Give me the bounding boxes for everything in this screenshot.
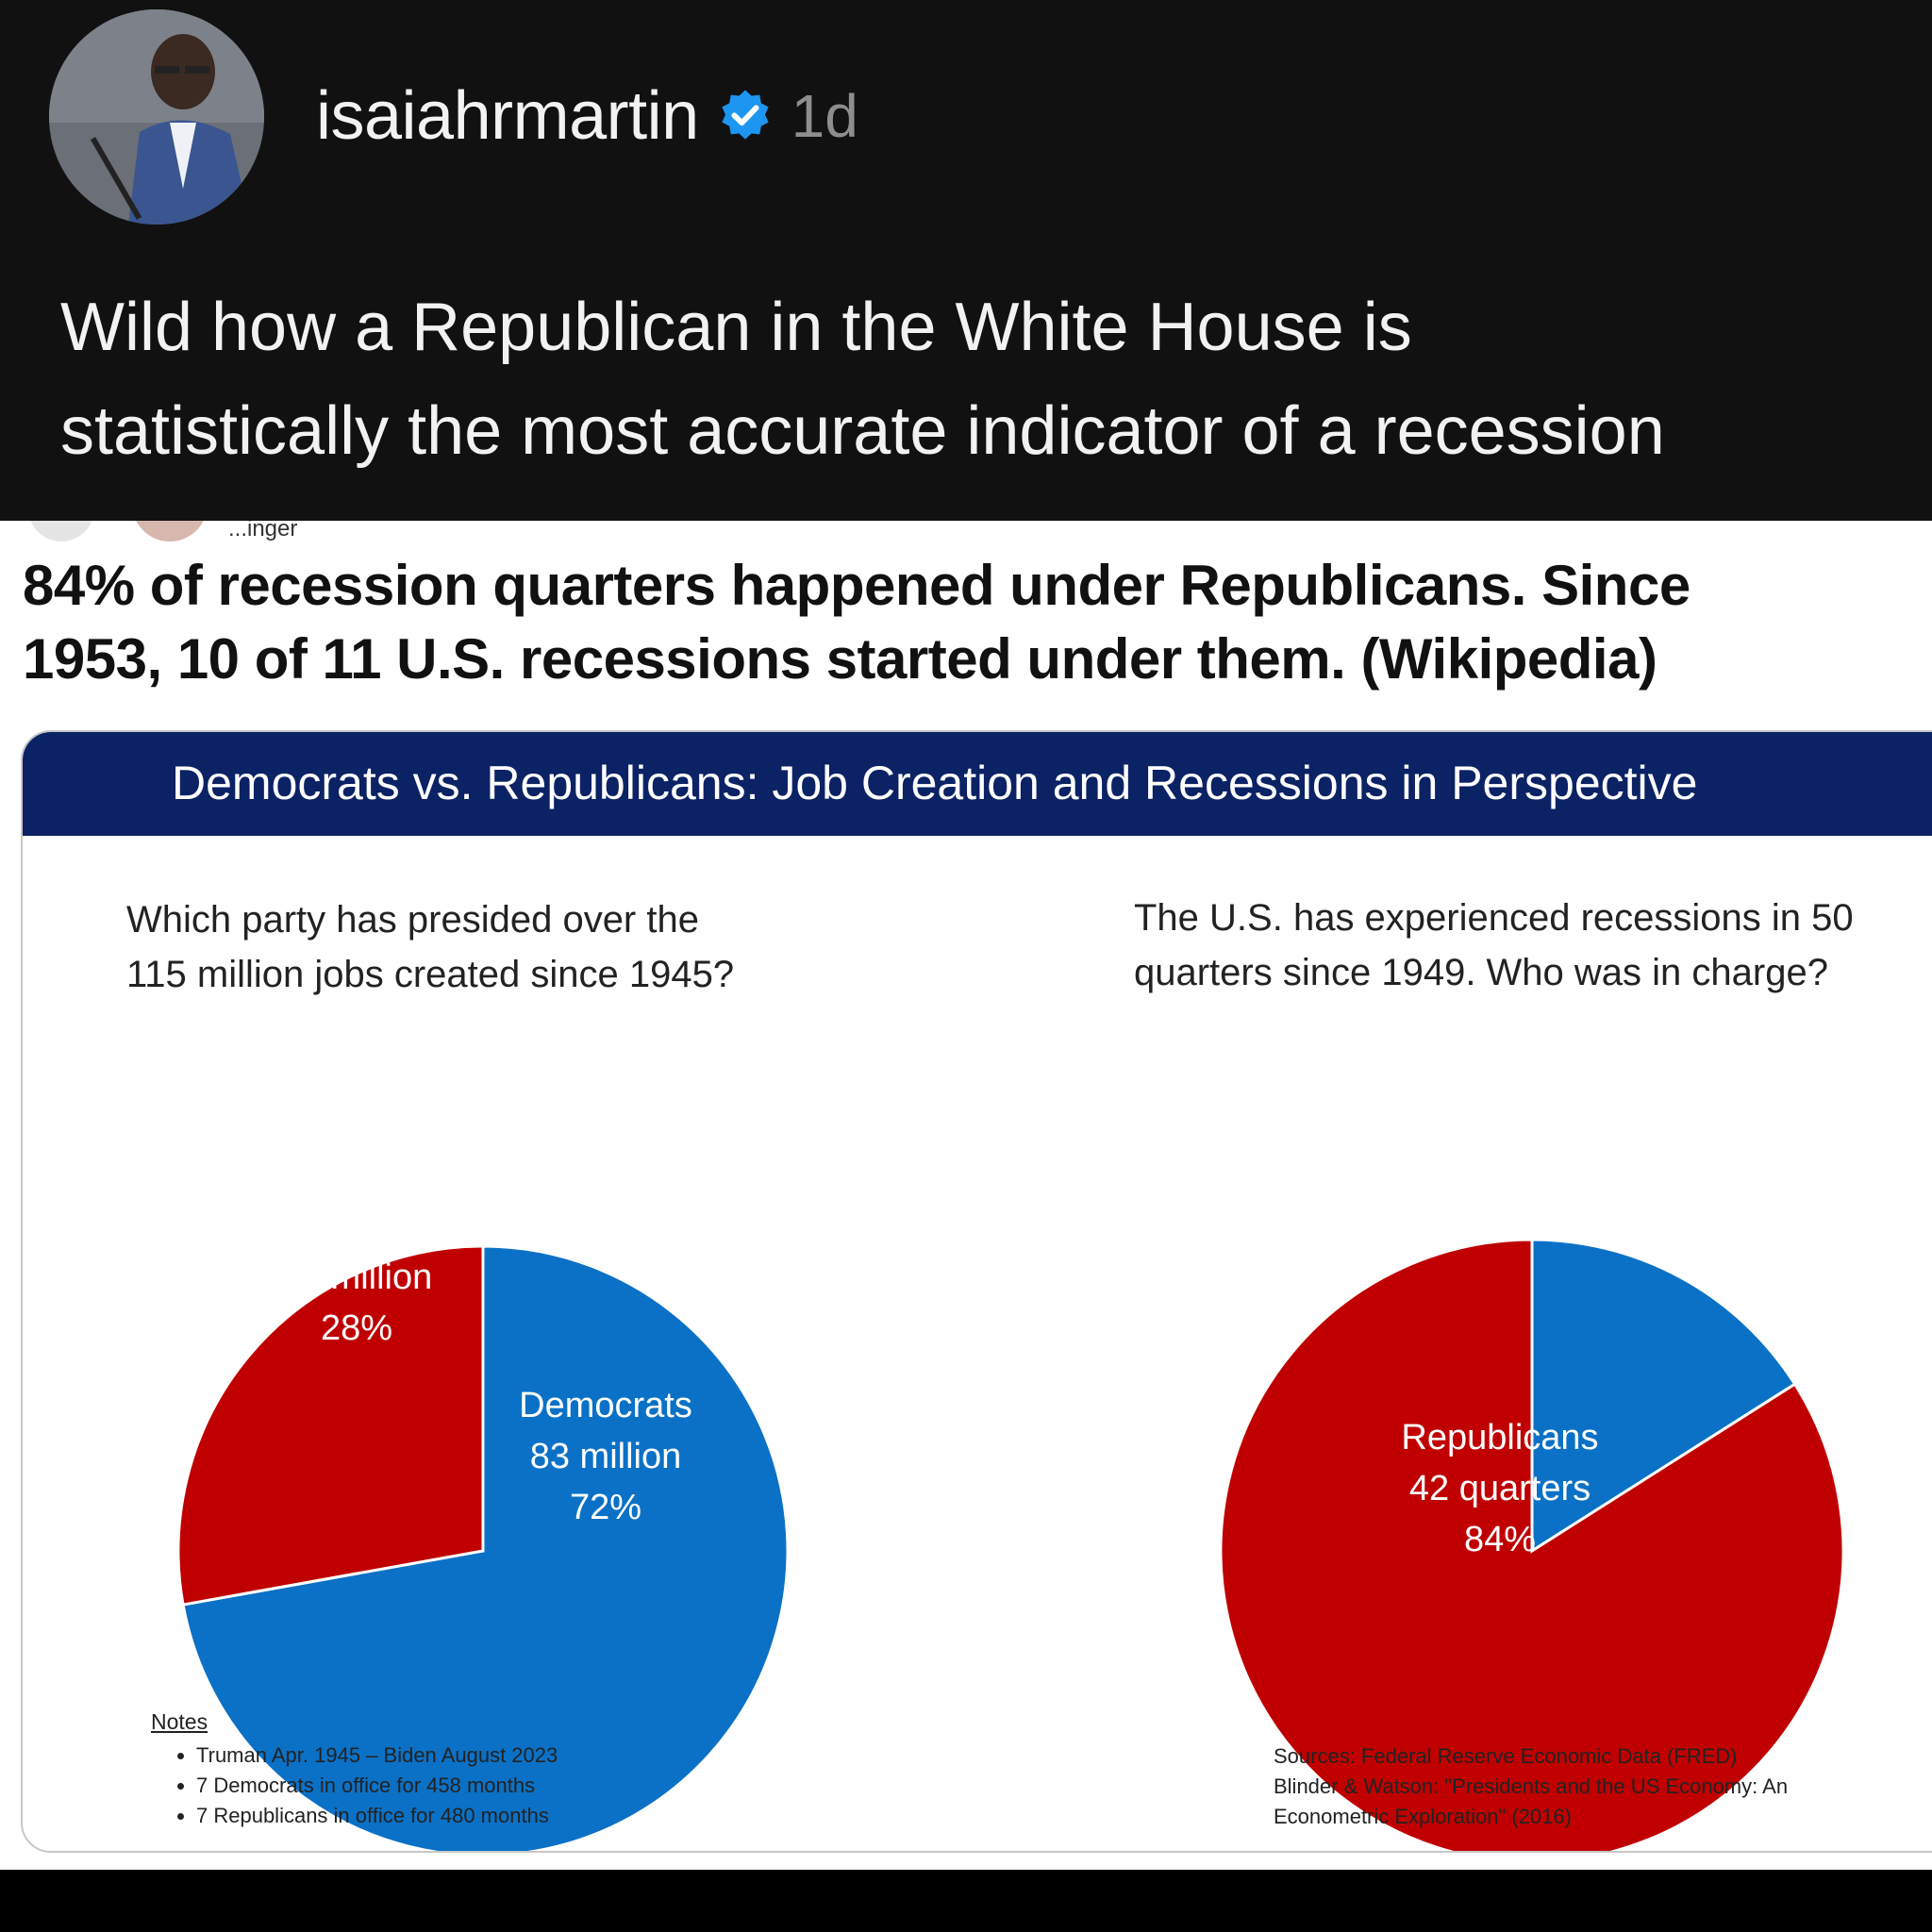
caption-line: Wild how a Republican in the White House… (60, 290, 1412, 365)
pie-label-democrats: Democrats 83 million 72% (519, 1386, 692, 1527)
caption-line: statistically the most accurate indicato… (60, 393, 1665, 469)
pie-label-line: 72% (570, 1488, 641, 1527)
infographic-card: Democrats vs. Republicans: Job Creation … (21, 730, 1932, 1853)
pie-label-line: Democrats (519, 1386, 692, 1425)
shared-author-name: ...inger (228, 521, 298, 541)
source-line: Blinder & Watson: "Presidents and the US… (1274, 1774, 1789, 1798)
shared-avatar-fragment (132, 521, 208, 541)
avatar-photo (49, 9, 264, 225)
pie-label-republicans: Republicans 42 quarters 84% (1401, 1418, 1598, 1559)
pie-label-line: Republicans (1401, 1418, 1598, 1457)
pie-charts: Democrats 83 million 72% Republicans 32 mill… (176, 1059, 1845, 1851)
username[interactable]: isaiahrmartin (316, 78, 699, 154)
sources-block: Sources: Federal Reserve Economic Data (… (1274, 1741, 1788, 1832)
post-image[interactable]: ...inger 84% of recession quarters happe… (0, 521, 1932, 1870)
notes-block: Notes Truman Apr. 1945 – Biden August 20… (151, 1709, 558, 1831)
pie-label-line: 16% (1600, 1161, 1672, 1201)
bottom-bar (0, 1870, 1932, 1932)
verified-badge-icon (721, 90, 769, 140)
pie-label-line: Republicans (258, 1207, 455, 1246)
pie-label-line: 28% (321, 1308, 392, 1348)
pie-label-line: 8 quarters (1555, 1110, 1716, 1150)
avatar[interactable] (49, 9, 264, 225)
pie-slice-democrats (1530, 1238, 1797, 1554)
question-line: quarters since 1949. Who was in charge? (1134, 952, 1828, 993)
pie-label-line: Democrats (1549, 1059, 1723, 1099)
notes-title: Notes (151, 1709, 208, 1734)
note-item: Truman Apr. 1945 – Biden August 2023 (196, 1740, 558, 1771)
infographic-title: Democrats vs. Republicans: Job Creation … (172, 757, 1698, 809)
pie-label-line: 84% (1464, 1520, 1536, 1559)
post-header: isaiahrmartin 1d Wild how a Republican i… (0, 0, 1932, 521)
pie-slice-republicans (176, 1244, 485, 1607)
note-item: 7 Democrats in office for 458 months (196, 1771, 558, 1801)
right-chart-question: The U.S. has experienced recessions in 5… (1134, 891, 1932, 1000)
shared-post-headline: 84% of recession quarters happened under… (23, 549, 1928, 696)
verified-badge-shape (721, 90, 769, 140)
note-item: 7 Republicans in office for 480 months (196, 1801, 558, 1831)
headline-line: 1953, 10 of 11 U.S. recessions started u… (23, 627, 1657, 691)
pie-label-line: 42 quarters (1409, 1469, 1591, 1508)
notes-list: Truman Apr. 1945 – Biden August 2023 7 D… (151, 1740, 558, 1831)
post-caption: Wild how a Republican in the White House… (60, 275, 1909, 483)
source-line: Econometric Exploration" (2016) (1274, 1805, 1572, 1828)
pie-slice-democrats (181, 1244, 790, 1851)
pie-label-democrats: Democrats 8 quarters 16% (1549, 1059, 1723, 1201)
headline-line: 84% of recession quarters happened under… (23, 554, 1690, 617)
question-line: 115 million jobs created since 1945? (126, 954, 735, 995)
pie-label-line: 83 million (530, 1437, 682, 1476)
question-line: Which party has presided over the (126, 899, 699, 941)
source-line: Sources: Federal Reserve Economic Data (… (1274, 1744, 1738, 1768)
post-age: 1d (791, 82, 858, 150)
pie-slice-republicans (1219, 1238, 1845, 1851)
pie-label-line: 32 million (281, 1257, 433, 1297)
shared-avatar-fragment (28, 521, 94, 541)
shared-post-header-fragment: ...inger (28, 521, 368, 541)
infographic-banner: Democrats vs. Republicans: Job Creation … (23, 732, 1932, 836)
question-line: The U.S. has experienced recessions in 5… (1134, 897, 1854, 939)
username-row: isaiahrmartin 1d (316, 74, 858, 158)
left-chart-question: Which party has presided over the 115 mi… (126, 892, 843, 1002)
pie-label-republicans: Republicans 32 million 28% (258, 1207, 455, 1348)
